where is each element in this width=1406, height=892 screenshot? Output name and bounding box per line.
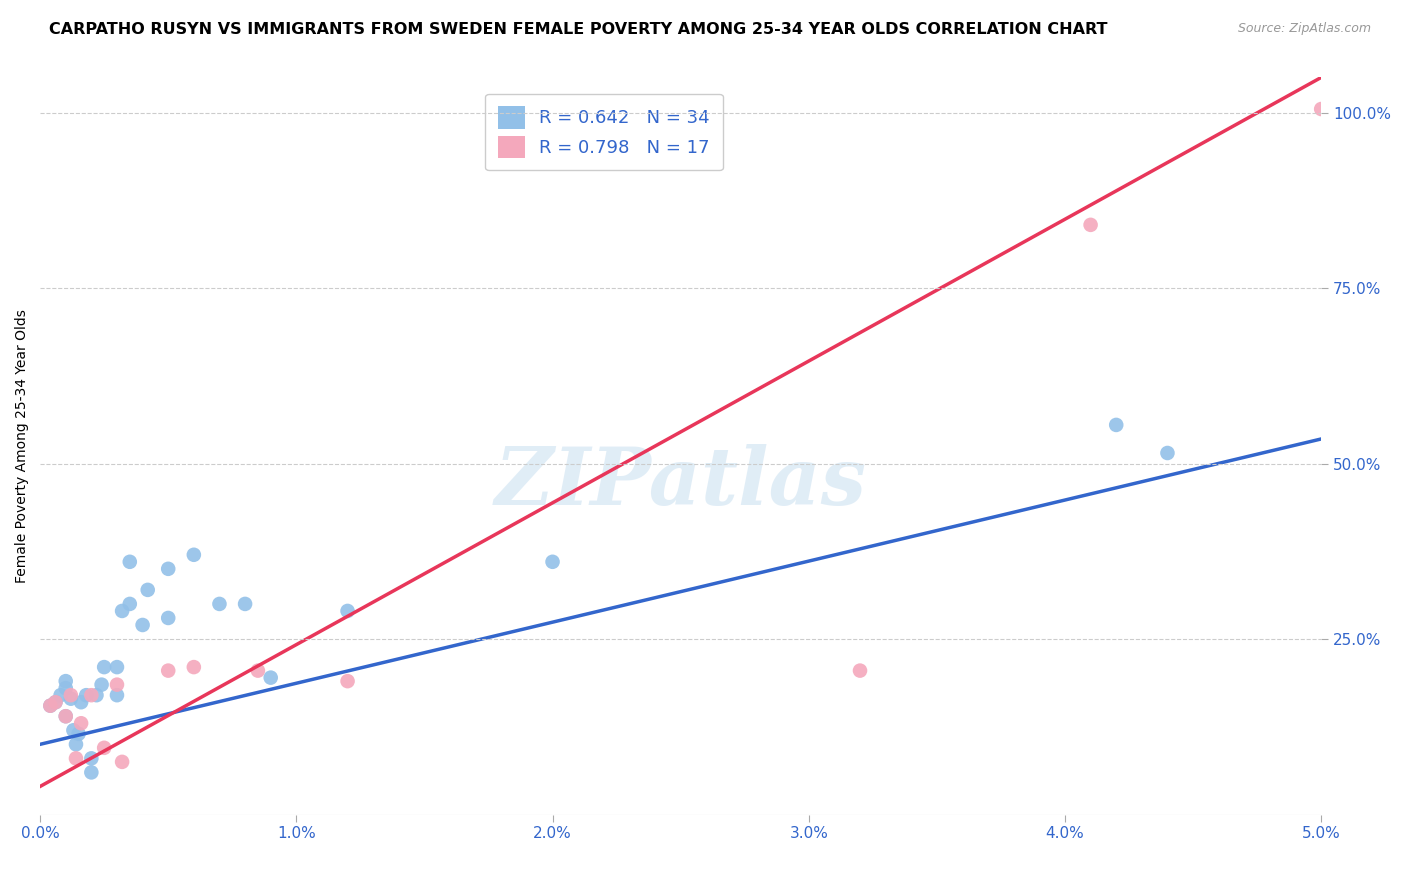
Point	[59, 688, 82, 702]
Point	[67, 727, 90, 741]
Point	[44, 695, 66, 709]
Text: CARPATHO RUSYN VS IMMIGRANTS FROM SWEDEN FEMALE POVERTY AMONG 25-34 YEAR OLDS CO: CARPATHO RUSYN VS IMMIGRANTS FROM SWEDEN…	[49, 22, 1108, 37]
Point	[157, 562, 180, 576]
Point	[105, 660, 128, 674]
Point	[111, 604, 134, 618]
Point	[75, 688, 97, 702]
Point	[157, 611, 180, 625]
Point	[70, 695, 93, 709]
Point	[118, 597, 141, 611]
Point	[1080, 218, 1102, 232]
Point	[136, 582, 159, 597]
Point	[80, 765, 103, 780]
Point	[183, 548, 205, 562]
Point	[105, 688, 128, 702]
Point	[183, 660, 205, 674]
Point	[55, 709, 77, 723]
Point	[246, 664, 269, 678]
Point	[93, 740, 115, 755]
Point	[336, 604, 359, 618]
Point	[65, 751, 87, 765]
Point	[1310, 102, 1333, 116]
Point	[1156, 446, 1178, 460]
Point	[105, 678, 128, 692]
Point	[208, 597, 231, 611]
Point	[39, 698, 62, 713]
Y-axis label: Female Poverty Among 25-34 Year Olds: Female Poverty Among 25-34 Year Olds	[15, 309, 30, 582]
Point	[44, 695, 66, 709]
Point	[93, 660, 115, 674]
Point	[55, 681, 77, 695]
Point	[80, 751, 103, 765]
Point	[59, 691, 82, 706]
Point	[55, 674, 77, 689]
Point	[65, 737, 87, 751]
Point	[233, 597, 256, 611]
Point	[260, 671, 283, 685]
Point	[90, 678, 112, 692]
Point	[86, 688, 108, 702]
Point	[849, 664, 872, 678]
Point	[157, 664, 180, 678]
Point	[336, 674, 359, 689]
Point	[70, 716, 93, 731]
Point	[39, 698, 62, 713]
Text: Source: ZipAtlas.com: Source: ZipAtlas.com	[1237, 22, 1371, 36]
Point	[111, 755, 134, 769]
Point	[1105, 417, 1128, 432]
Point	[49, 688, 72, 702]
Point	[80, 688, 103, 702]
Text: ZIPatlas: ZIPatlas	[495, 444, 866, 522]
Point	[131, 618, 153, 632]
Point	[541, 555, 564, 569]
Legend: R = 0.642   N = 34, R = 0.798   N = 17: R = 0.642 N = 34, R = 0.798 N = 17	[485, 94, 723, 170]
Point	[118, 555, 141, 569]
Point	[62, 723, 84, 738]
Point	[55, 709, 77, 723]
